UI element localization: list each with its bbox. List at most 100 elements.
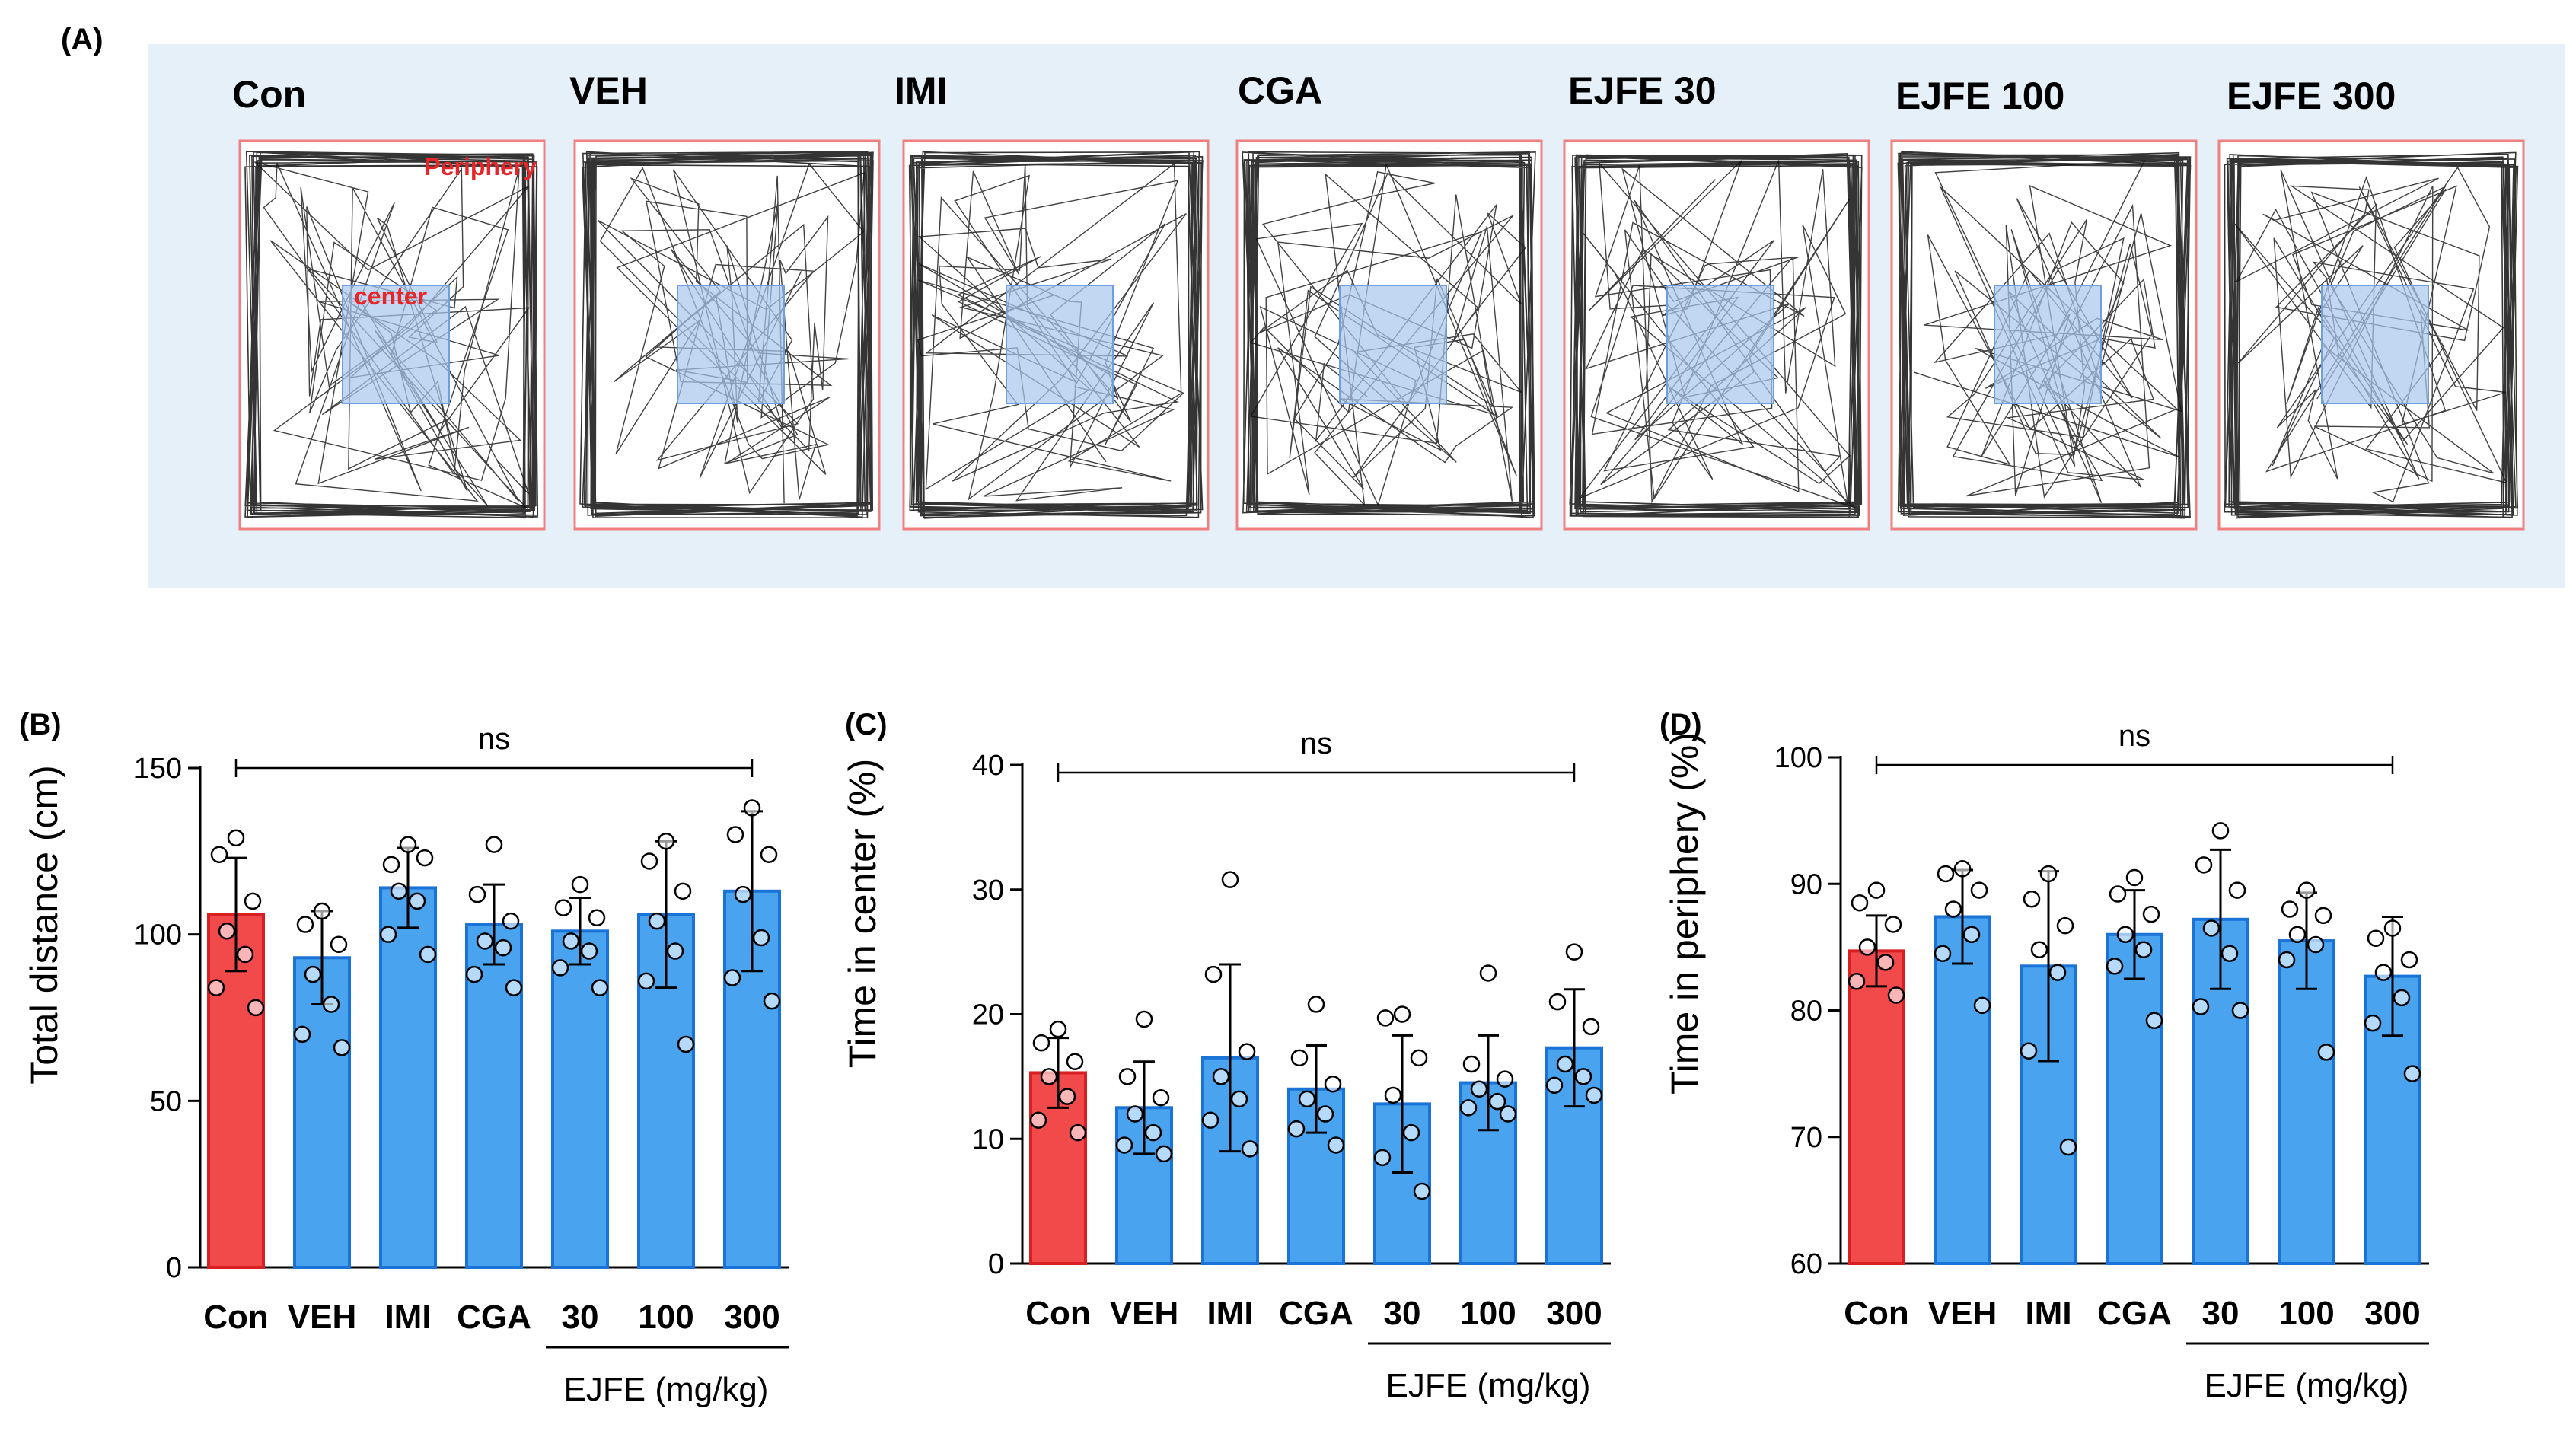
- data-point: [236, 945, 254, 964]
- data-point: [1115, 1136, 1133, 1154]
- center-zone: [1994, 285, 2102, 404]
- group-label: EJFE (mg/kg): [2205, 1367, 2409, 1404]
- track-box-4: [1563, 139, 1870, 531]
- data-point: [1135, 1010, 1153, 1028]
- center-zone: [677, 285, 785, 404]
- data-point: [1582, 1018, 1600, 1036]
- periphery-track: [2224, 151, 2519, 519]
- center-zone: [2321, 285, 2429, 404]
- center-zone: [1339, 285, 1447, 404]
- panel-a-label-cga: CGA: [1238, 69, 1323, 112]
- data-point: [1858, 938, 1876, 956]
- data-point: [1496, 1070, 1514, 1088]
- category-label: CGA: [1279, 1295, 1353, 1332]
- data-point: [296, 916, 314, 933]
- panel-letter: (D): [1659, 708, 1702, 741]
- ns-annotation: ns: [478, 722, 510, 756]
- data-point: [1937, 865, 1955, 883]
- data-point: [1867, 881, 1886, 899]
- data-point: [2145, 1012, 2163, 1030]
- data-point: [379, 926, 397, 943]
- data-point: [476, 932, 494, 950]
- data-point: [1307, 996, 1325, 1013]
- data-point: [465, 965, 483, 983]
- data-point: [1944, 900, 1962, 918]
- data-point: [1069, 1123, 1087, 1142]
- data-point: [562, 932, 580, 950]
- y-tick-label: 60: [1790, 1248, 1822, 1280]
- y-tick-label: 70: [1790, 1122, 1822, 1154]
- category-label: VEH: [1110, 1295, 1178, 1332]
- data-point: [2367, 929, 2385, 947]
- data-point: [247, 999, 265, 1017]
- data-point: [554, 899, 572, 916]
- data-point: [2297, 881, 2316, 899]
- data-point: [1221, 871, 1239, 888]
- data-point: [2400, 951, 2418, 969]
- data-point: [2231, 1002, 2249, 1019]
- data-point: [1029, 1111, 1047, 1129]
- category-label: Con: [1025, 1295, 1091, 1332]
- data-point: [2056, 916, 2074, 935]
- periphery-track: [1897, 151, 2192, 519]
- ns-annotation: ns: [1300, 727, 1332, 760]
- data-point: [1152, 1088, 1170, 1107]
- data-point: [313, 902, 331, 920]
- data-point: [1049, 1020, 1067, 1038]
- data-point: [648, 912, 666, 930]
- data-point: [468, 885, 486, 903]
- data-point: [1384, 1086, 1402, 1104]
- y-tick-label: 100: [1774, 742, 1822, 774]
- bar: [2278, 939, 2335, 1265]
- data-point: [1238, 1043, 1256, 1060]
- category-label: 300: [1546, 1295, 1602, 1332]
- track-box-6: [2217, 139, 2525, 531]
- data-point: [2307, 935, 2325, 954]
- data-point: [1241, 1140, 1259, 1158]
- category-label: VEH: [288, 1299, 356, 1336]
- data-point: [674, 882, 692, 900]
- periphery-track: [244, 151, 539, 519]
- periphery-label: Periphery: [424, 153, 537, 180]
- track-box-2: [902, 139, 1210, 531]
- bar: [2106, 932, 2163, 1265]
- data-point: [304, 965, 322, 983]
- data-point: [2403, 1065, 2421, 1082]
- data-point: [2221, 945, 2239, 962]
- interior-track: [2234, 166, 2507, 503]
- data-point: [726, 826, 744, 843]
- data-point: [2278, 951, 2296, 969]
- group-label: EJFE (mg/kg): [564, 1371, 769, 1408]
- data-point: [723, 969, 741, 986]
- data-point: [2125, 868, 2144, 887]
- chart-time-in-periphery: (D) 60 70 80 90 100 Time in periphery (%) ns Con…: [1659, 708, 2429, 1404]
- panel-letter: (C): [845, 708, 888, 741]
- data-point: [1848, 973, 1866, 990]
- center-label: center: [354, 282, 427, 310]
- data-point: [2192, 998, 2210, 1015]
- panel-a-label-ejfe-300: EJFE 300: [2227, 75, 2396, 117]
- data-point: [2106, 958, 2124, 975]
- category-label: 30: [1384, 1295, 1421, 1332]
- data-point: [1327, 1136, 1345, 1154]
- data-point: [1066, 1053, 1084, 1070]
- y-tick-label: 30: [972, 875, 1004, 907]
- data-point: [743, 799, 761, 817]
- y-tick-label: 90: [1790, 868, 1822, 900]
- y-tick-label: 0: [166, 1252, 182, 1284]
- y-tick-label: 20: [972, 999, 1004, 1031]
- data-point: [1488, 1092, 1506, 1111]
- y-axis-label: Total distance (cm): [23, 765, 65, 1085]
- data-point: [1402, 1123, 1420, 1142]
- ns-annotation: ns: [2119, 719, 2150, 753]
- data-point: [1973, 996, 1991, 1015]
- data-point: [1324, 1075, 1342, 1093]
- data-point: [551, 959, 569, 977]
- bar: [379, 886, 437, 1269]
- data-point: [419, 945, 437, 964]
- data-point: [2142, 905, 2160, 923]
- periphery-track: [908, 151, 1204, 519]
- y-axis-label: Time in center (%): [841, 759, 884, 1069]
- data-point: [1934, 945, 1952, 962]
- group-label: EJFE (mg/kg): [1386, 1367, 1591, 1404]
